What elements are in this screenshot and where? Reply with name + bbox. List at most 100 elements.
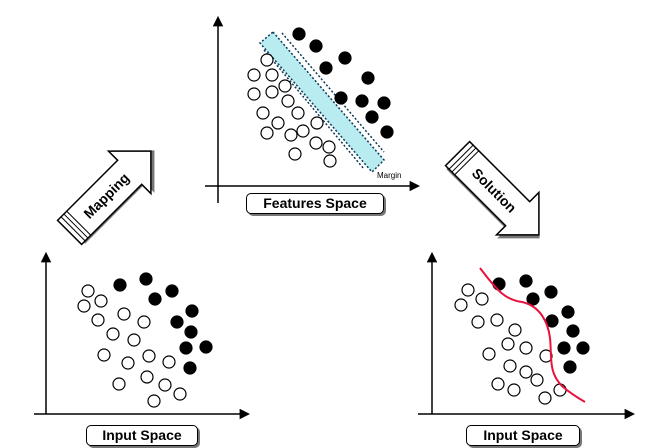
hollow-data-point (482, 347, 496, 361)
left-input-space-panel (34, 251, 251, 420)
filled-data-point (377, 96, 391, 110)
hollow-data-point (247, 68, 261, 82)
hollow-data-point (162, 355, 176, 369)
feature-points-group (247, 27, 394, 168)
filled-data-point (165, 284, 179, 298)
hollow-data-point (454, 298, 468, 312)
hollow-data-point (281, 94, 295, 108)
hollow-data-point (553, 383, 567, 397)
filled-data-point (338, 51, 352, 65)
hollow-data-point (77, 299, 91, 313)
hollow-data-point (81, 284, 95, 298)
filled-data-point (179, 341, 193, 355)
hollow-data-point (271, 116, 285, 130)
filled-data-point (334, 91, 348, 105)
filled-data-point (380, 125, 394, 139)
hollow-data-point (106, 327, 120, 341)
hollow-data-point (158, 378, 172, 392)
filled-data-point (361, 71, 375, 85)
filled-data-point (183, 361, 197, 375)
hollow-data-point (538, 391, 552, 405)
solution-arrow-tail-stripe (454, 150, 480, 176)
hollow-data-point (112, 377, 126, 391)
hollow-data-point (284, 128, 298, 142)
margin-lower-edge (263, 49, 365, 170)
hollow-data-point (491, 377, 505, 391)
hollow-data-point (296, 124, 310, 138)
filled-data-point (309, 39, 323, 53)
hollow-data-point (471, 315, 485, 329)
filled-data-point (544, 285, 558, 299)
hollow-data-point (501, 337, 515, 351)
hollow-data-point (519, 365, 533, 379)
hollow-data-point (288, 147, 302, 161)
hollow-data-point (260, 53, 274, 67)
hollow-data-point (265, 85, 279, 99)
hollow-data-point (519, 341, 533, 355)
filled-data-point (355, 94, 369, 108)
solution-arrow-tail-stripe (451, 147, 477, 173)
filled-data-point (185, 304, 199, 318)
filled-data-point (139, 272, 153, 286)
hollow-data-point (147, 394, 161, 408)
hollow-data-point (530, 373, 544, 387)
solution-arrow-body (444, 140, 540, 236)
filled-data-point (561, 305, 575, 319)
hollow-data-point (322, 140, 336, 154)
margin-band-fill (258, 30, 386, 174)
hollow-data-point (490, 313, 504, 327)
solution-arrow: Solution (444, 140, 540, 239)
hollow-data-point (323, 154, 337, 168)
filled-data-point (557, 341, 571, 355)
hollow-data-point (127, 333, 141, 347)
filled-data-point (184, 325, 198, 339)
hollow-data-point (173, 387, 187, 401)
mapping-arrow-tail-stripe (66, 210, 92, 236)
right-input-space-caption: Input Space (466, 425, 580, 446)
filled-data-point (519, 274, 533, 288)
filled-data-point (526, 292, 540, 306)
mapping-arrow-body (56, 150, 152, 246)
filled-data-point (492, 277, 506, 291)
left-points-group (77, 272, 213, 408)
filled-data-point (566, 324, 580, 338)
hollow-data-point (507, 383, 521, 397)
mapping-arrow: Mapping (56, 150, 155, 246)
margin-label: Margin (377, 171, 401, 180)
hollow-data-point (256, 106, 270, 120)
margin-band (258, 30, 386, 174)
hollow-data-point (309, 136, 323, 150)
hollow-data-point (461, 283, 475, 297)
filled-data-point (292, 27, 306, 41)
hollow-data-point (137, 315, 151, 329)
hollow-data-point (539, 349, 553, 363)
filled-data-point (148, 292, 162, 306)
hollow-data-point (94, 294, 108, 308)
solution-arrow-tail-stripe (448, 144, 474, 170)
hollow-data-point (278, 79, 292, 93)
hollow-data-point (142, 349, 156, 363)
hollow-data-point (291, 106, 305, 120)
filled-data-point (576, 341, 590, 355)
hollow-data-point (121, 356, 135, 370)
mapping-arrow-tail-stripe (63, 213, 89, 239)
filled-data-point (319, 61, 333, 75)
filled-data-point (199, 340, 213, 354)
hollow-data-point (508, 323, 522, 337)
hollow-data-point (247, 87, 261, 101)
hollow-data-point (97, 348, 111, 362)
features-space-caption: Features Space (246, 193, 384, 214)
right-input-space-panel (418, 251, 636, 420)
hollow-data-point (140, 370, 154, 384)
hollow-data-point (117, 307, 131, 321)
hollow-data-point (91, 313, 105, 327)
filled-data-point (113, 278, 127, 292)
hollow-data-point (503, 359, 517, 373)
filled-data-point (563, 360, 577, 374)
decision-boundary-curve (479, 267, 586, 403)
hollow-data-point (310, 116, 324, 130)
hollow-data-point (475, 292, 489, 306)
filled-data-point (365, 110, 379, 124)
feature-space-panel: Margin (205, 15, 421, 203)
filled-data-point (170, 315, 184, 329)
